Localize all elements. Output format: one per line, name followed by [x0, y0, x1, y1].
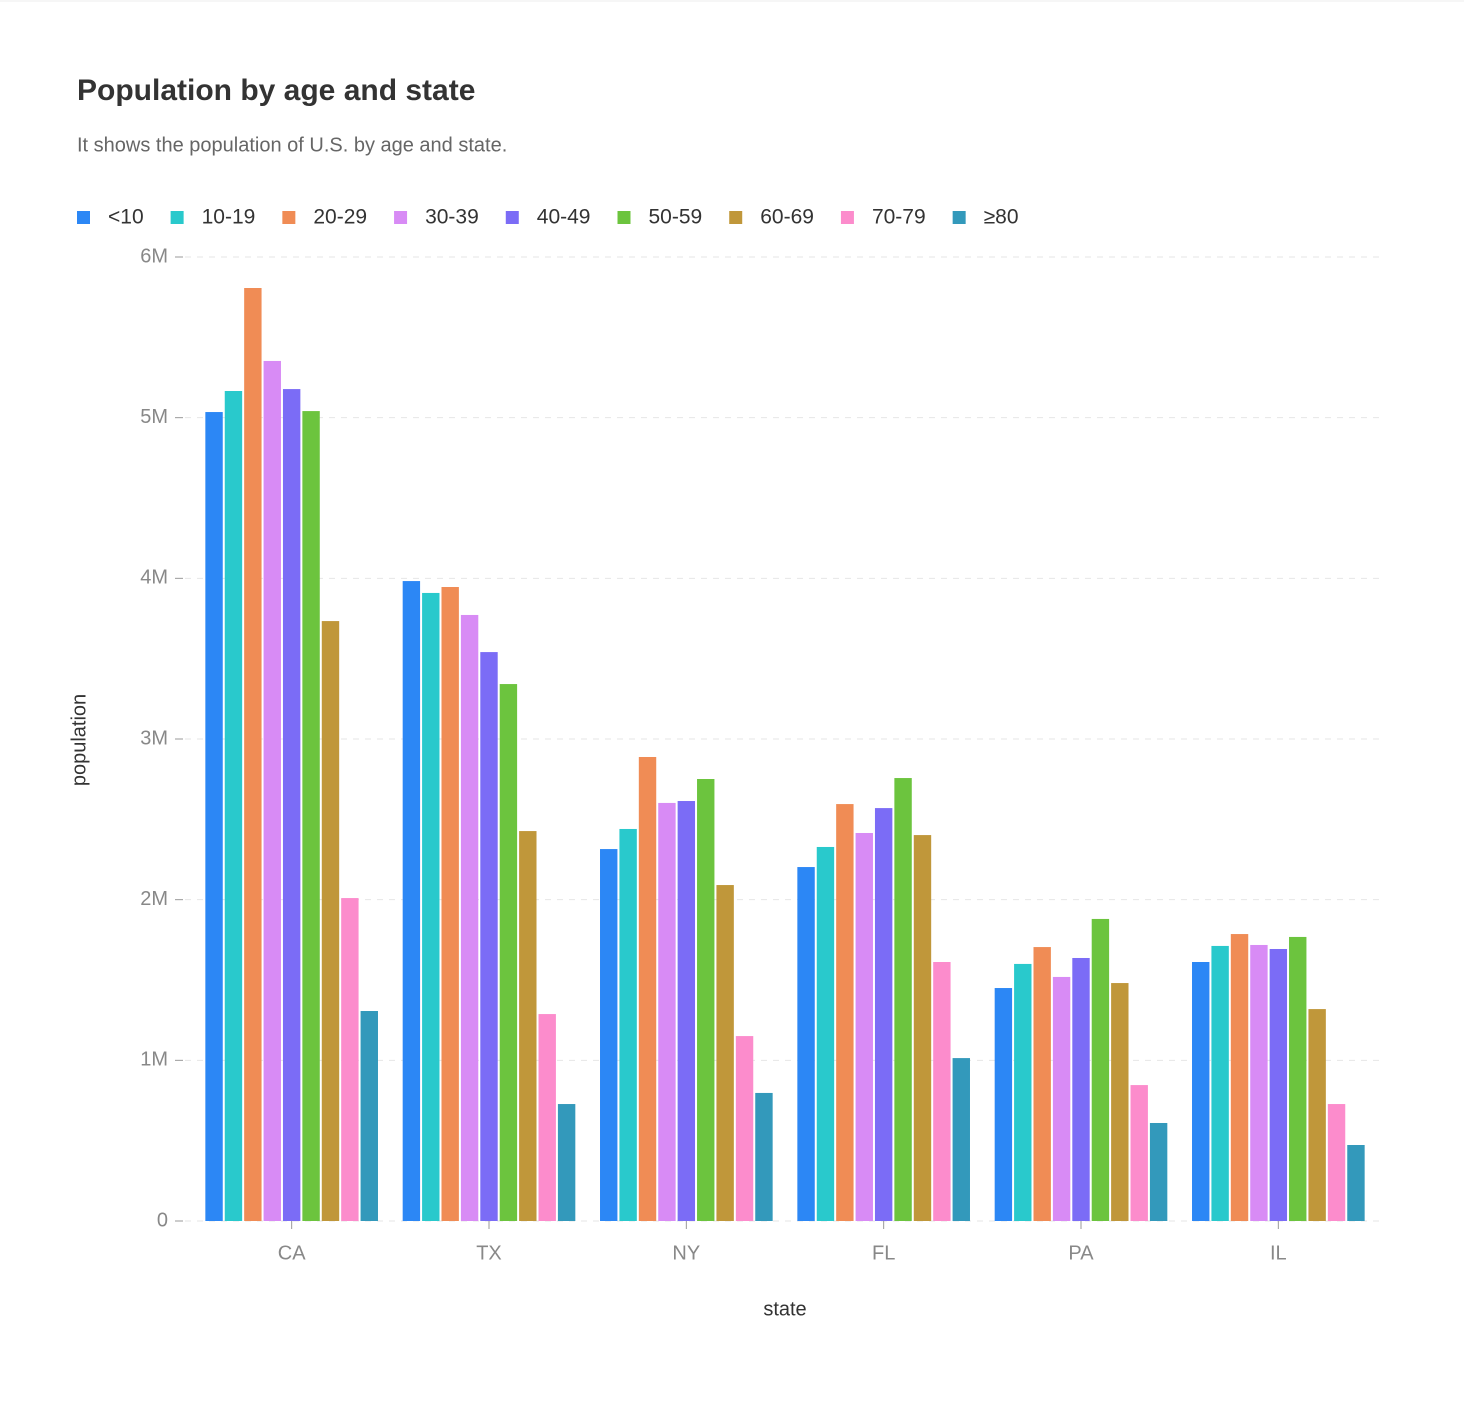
- legend-label: 20-29: [313, 206, 367, 229]
- y-tick-label: 4M: [140, 567, 168, 589]
- bar: [1211, 945, 1229, 1221]
- bar: [697, 779, 715, 1221]
- x-axis-label: state: [763, 1298, 806, 1320]
- bar: [1327, 1104, 1346, 1221]
- bar: [263, 360, 281, 1222]
- bar: [1347, 1145, 1365, 1221]
- legend-swatch: [394, 211, 408, 224]
- bar: [658, 802, 676, 1221]
- bar: [1308, 1009, 1326, 1221]
- bar: [422, 592, 440, 1221]
- bar: [1072, 957, 1090, 1221]
- bar: [913, 835, 932, 1221]
- bar: [600, 849, 618, 1221]
- bar: [1033, 947, 1051, 1221]
- legend-label: 30-39: [425, 206, 479, 229]
- y-axis-label: population: [68, 694, 90, 786]
- bar: [619, 828, 637, 1221]
- bar: [1111, 983, 1129, 1221]
- x-tick-label: IL: [1270, 1242, 1287, 1264]
- legend-label: 50-59: [649, 206, 703, 229]
- bar: [1014, 963, 1032, 1221]
- legend-swatch: [840, 211, 854, 224]
- legend-label: 40-49: [537, 206, 591, 229]
- legend-swatch: [617, 211, 631, 224]
- y-tick-label: 0: [157, 1209, 168, 1231]
- bar: [321, 621, 340, 1221]
- bar: [224, 390, 243, 1222]
- bar: [519, 831, 537, 1221]
- legend-swatch: [170, 211, 184, 224]
- x-tick-label: NY: [672, 1242, 700, 1264]
- bar: [1091, 918, 1110, 1221]
- legend-label: 70-79: [872, 206, 926, 229]
- bar: [755, 1092, 773, 1221]
- bar: [994, 988, 1013, 1221]
- legend-swatch: [282, 211, 296, 224]
- bar: [735, 1036, 754, 1221]
- x-tick-label: FL: [872, 1242, 895, 1264]
- bar: [1230, 934, 1249, 1221]
- bar: [480, 652, 498, 1221]
- legend-label: 10-19: [202, 206, 256, 229]
- y-tick-label: 5M: [140, 406, 168, 428]
- bar: [677, 801, 696, 1221]
- x-tick-label: CA: [278, 1242, 306, 1264]
- y-tick-label: 6M: [140, 245, 168, 267]
- x-tick-label: PA: [1068, 1242, 1094, 1264]
- bar: [538, 1014, 556, 1221]
- bar: [282, 389, 301, 1221]
- bar: [499, 684, 518, 1221]
- bar: [402, 581, 421, 1221]
- bar: [557, 1104, 576, 1221]
- bar: [716, 885, 734, 1221]
- bar: [1269, 948, 1288, 1221]
- bar: [1192, 962, 1210, 1221]
- bar: [1149, 1122, 1168, 1221]
- x-tick-label: TX: [476, 1242, 502, 1264]
- bar: [894, 778, 912, 1221]
- bar: [836, 804, 854, 1221]
- bar: [302, 411, 320, 1221]
- legend-label: ≥80: [984, 206, 1019, 229]
- y-tick-label: 2M: [140, 888, 168, 910]
- bar: [797, 867, 815, 1221]
- chart-subtitle: It shows the population of U.S. by age a…: [77, 134, 507, 156]
- legend-swatch: [77, 211, 90, 224]
- bar: [1052, 976, 1071, 1221]
- bar: [952, 1058, 970, 1221]
- legend-label: 60-69: [760, 206, 814, 229]
- bar: [1130, 1085, 1148, 1221]
- bar: [1250, 944, 1268, 1221]
- legend-label: <10: [108, 206, 144, 229]
- bar: [855, 832, 873, 1221]
- bar: [205, 412, 223, 1221]
- bar: [244, 288, 262, 1221]
- bar: [460, 614, 479, 1221]
- bar: [441, 587, 459, 1221]
- bar: [341, 898, 359, 1221]
- legend-swatch: [505, 211, 519, 224]
- bar: [933, 962, 951, 1221]
- legend-swatch: [952, 211, 966, 224]
- bar: [874, 808, 893, 1221]
- bar: [1289, 936, 1307, 1221]
- bar: [360, 1011, 378, 1221]
- chart-title: Population by age and state: [77, 74, 475, 107]
- y-tick-label: 1M: [140, 1049, 168, 1071]
- bar: [638, 756, 657, 1221]
- y-tick-label: 3M: [140, 727, 168, 749]
- bar: [816, 846, 835, 1221]
- legend-swatch: [729, 211, 743, 224]
